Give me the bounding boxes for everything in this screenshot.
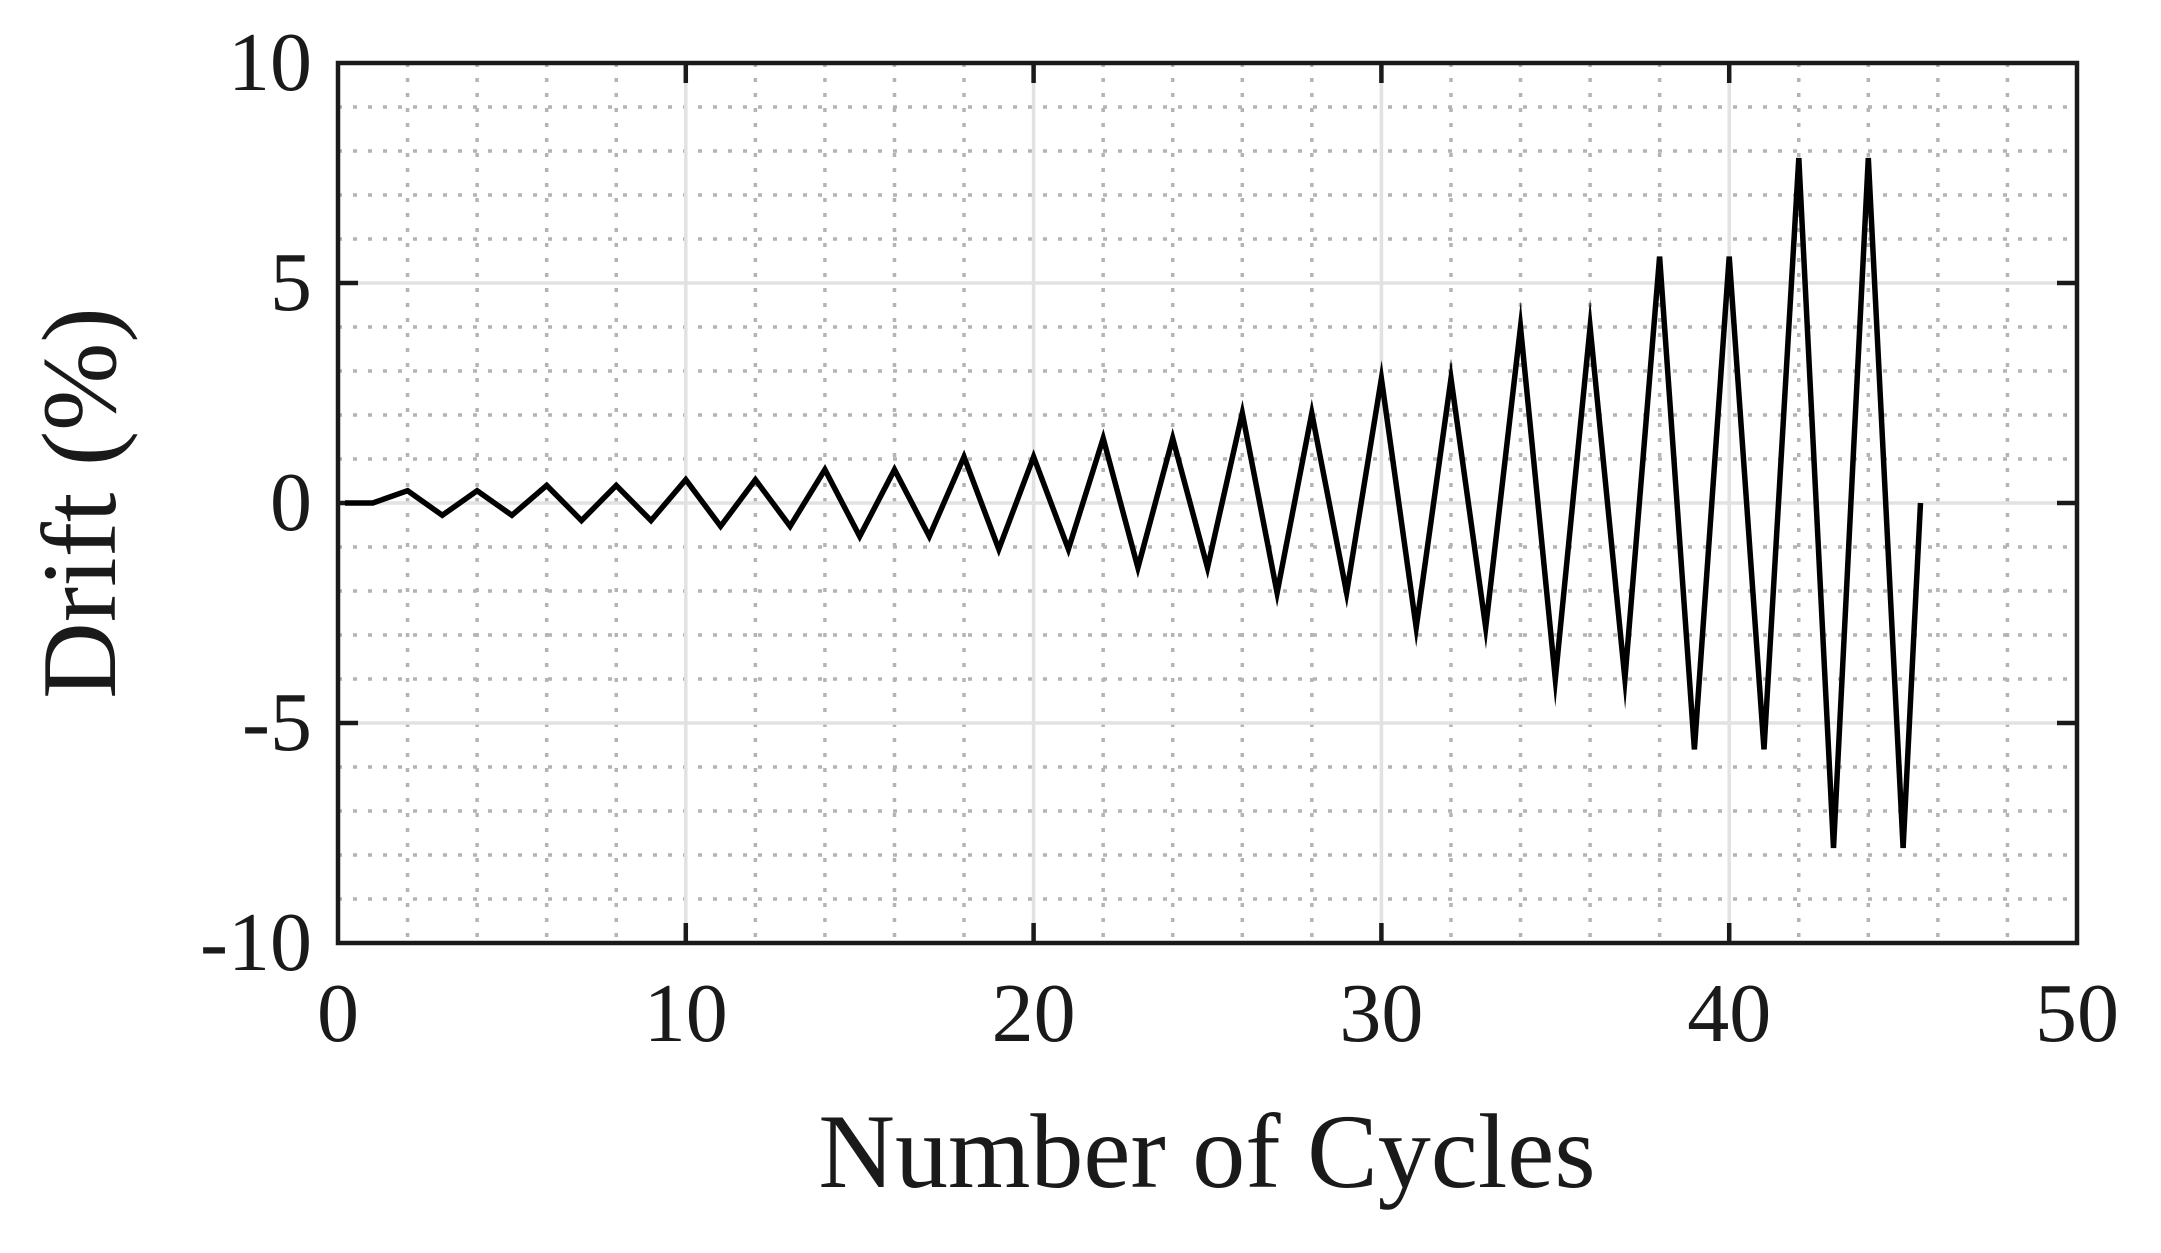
drift-history-line <box>345 157 1924 849</box>
y-tick-label--10: -10 <box>200 896 312 989</box>
y-tick-label-0: 0 <box>270 456 312 549</box>
x-tick-label-10: 10 <box>643 967 728 1060</box>
y-tick-label-5: 5 <box>270 236 312 329</box>
x-tick-label-30: 30 <box>1339 967 1424 1060</box>
x-tick-label-50: 50 <box>2035 967 2119 1060</box>
x-tick-label-0: 0 <box>317 967 359 1060</box>
x-axis-title: Number of Cycles <box>818 1093 1596 1210</box>
y-tick-label-10: 10 <box>228 16 312 109</box>
y-axis-title: Drift (%) <box>21 307 138 699</box>
x-tick-label-20: 20 <box>991 967 1076 1060</box>
y-tick-label--5: -5 <box>242 676 312 769</box>
x-tick-label-40: 40 <box>1687 967 1772 1060</box>
major-gridlines <box>338 63 2077 943</box>
